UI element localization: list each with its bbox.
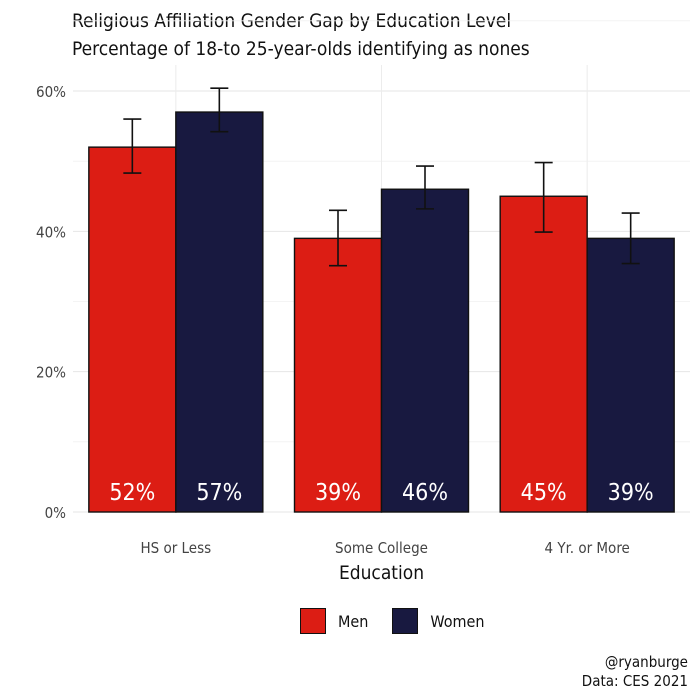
bar-women-3 — [586, 237, 675, 513]
y-tick-label: 20% — [36, 364, 66, 382]
error-bar — [210, 87, 229, 133]
bar-women-2 — [380, 188, 470, 513]
legend-swatch-men — [300, 608, 326, 634]
legend-label-women: Women — [430, 611, 485, 631]
y-tick-label: 40% — [36, 223, 66, 241]
bar-value-label: 39% — [315, 480, 361, 506]
bar-men-2 — [293, 237, 383, 513]
y-tick-label: 0% — [45, 504, 67, 522]
x-tick-label: Some College — [335, 539, 428, 557]
bar-value-label: 57% — [196, 480, 242, 506]
legend-item-women: Women — [392, 608, 485, 634]
error-bar — [416, 165, 434, 210]
credit-source: Data: CES 2021 — [581, 672, 688, 690]
error-bar — [123, 118, 142, 174]
credit-author: @ryanburge — [604, 653, 688, 671]
bar-value-label: 46% — [402, 480, 448, 506]
x-tick-label: 4 Yr. or More — [544, 539, 629, 557]
bar-men-1 — [88, 146, 177, 513]
legend: Men Women — [300, 608, 499, 634]
credit: @ryanburge Data: CES 2021 — [582, 653, 688, 691]
chart-subtitle: Percentage of 18-to 25-year-olds identif… — [72, 38, 530, 60]
bar-women-1 — [175, 111, 264, 513]
error-bar — [329, 209, 347, 267]
bar-value-label: 45% — [521, 480, 567, 506]
error-bar — [621, 212, 640, 265]
x-axis-label: Education — [339, 562, 424, 584]
y-tick-label: 60% — [36, 83, 66, 101]
error-bar — [534, 161, 553, 233]
bar-value-label: 39% — [608, 480, 654, 506]
bar-men-3 — [499, 195, 588, 513]
x-tick-label: HS or Less — [140, 539, 211, 557]
legend-label-men: Men — [338, 611, 369, 631]
legend-item-men: Men — [300, 608, 368, 634]
bar-value-label: 52% — [109, 480, 155, 506]
legend-swatch-women — [392, 608, 419, 634]
